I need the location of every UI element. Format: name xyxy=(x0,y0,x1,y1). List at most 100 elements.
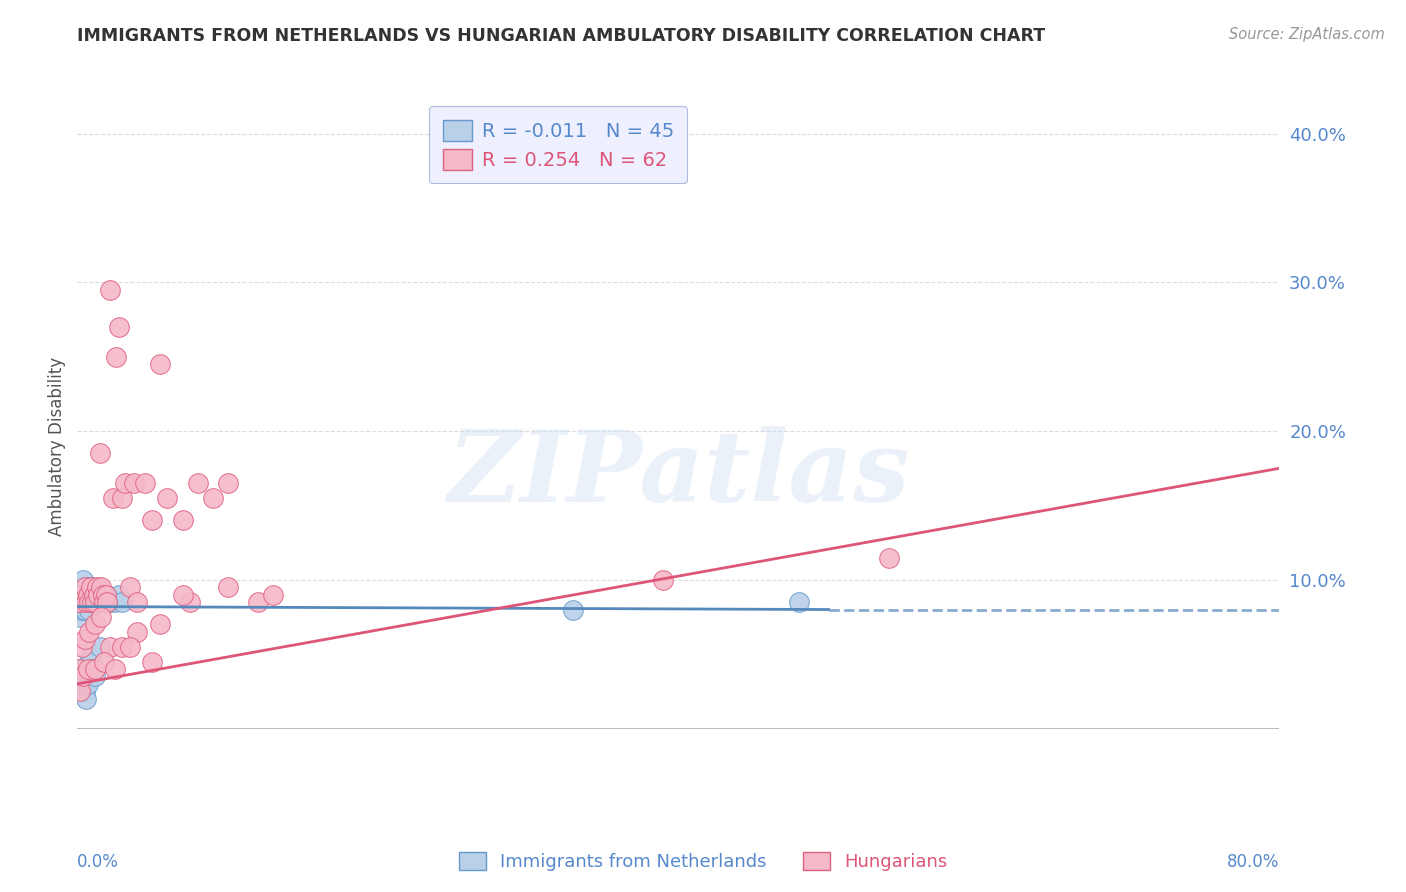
Point xyxy=(111,491,134,505)
Point xyxy=(108,320,131,334)
Point xyxy=(156,491,179,505)
Point xyxy=(73,684,96,698)
Point xyxy=(70,640,93,654)
Point xyxy=(82,662,104,676)
Point xyxy=(100,595,122,609)
Point xyxy=(93,655,115,669)
Point xyxy=(86,580,108,594)
Point xyxy=(70,602,93,616)
Point xyxy=(124,476,146,491)
Point xyxy=(72,595,94,609)
Point xyxy=(104,595,127,609)
Point xyxy=(84,595,107,609)
Point xyxy=(118,640,141,654)
Point xyxy=(96,595,118,609)
Point xyxy=(90,580,112,594)
Point xyxy=(79,595,101,609)
Point xyxy=(100,283,122,297)
Point xyxy=(72,588,94,602)
Point xyxy=(75,691,97,706)
Point xyxy=(79,602,101,616)
Point xyxy=(217,580,239,594)
Point xyxy=(84,662,107,676)
Point xyxy=(877,550,900,565)
Point xyxy=(93,595,115,609)
Legend: Immigrants from Netherlands, Hungarians: Immigrants from Netherlands, Hungarians xyxy=(451,845,955,879)
Point xyxy=(172,513,194,527)
Point xyxy=(111,595,134,609)
Point xyxy=(87,588,110,602)
Point xyxy=(83,595,105,609)
Point xyxy=(70,580,93,594)
Point xyxy=(79,624,101,639)
Point xyxy=(108,588,131,602)
Point xyxy=(69,610,91,624)
Point xyxy=(72,669,94,683)
Point xyxy=(262,588,284,602)
Y-axis label: Ambulatory Disability: Ambulatory Disability xyxy=(48,357,66,535)
Point xyxy=(70,677,93,691)
Point xyxy=(73,602,96,616)
Point xyxy=(94,588,117,602)
Point xyxy=(89,595,111,609)
Point xyxy=(67,662,90,676)
Point xyxy=(83,588,105,602)
Point xyxy=(118,580,141,594)
Text: 80.0%: 80.0% xyxy=(1227,853,1279,871)
Point xyxy=(149,357,172,371)
Text: IMMIGRANTS FROM NETHERLANDS VS HUNGARIAN AMBULATORY DISABILITY CORRELATION CHART: IMMIGRANTS FROM NETHERLANDS VS HUNGARIAN… xyxy=(77,27,1046,45)
Point xyxy=(172,588,194,602)
Point xyxy=(187,476,209,491)
Point xyxy=(67,662,90,676)
Point xyxy=(100,640,122,654)
Point xyxy=(96,588,118,602)
Point xyxy=(84,669,107,683)
Point xyxy=(179,595,201,609)
Point xyxy=(127,595,149,609)
Point xyxy=(84,617,107,632)
Point xyxy=(79,655,101,669)
Point xyxy=(67,595,90,609)
Point xyxy=(91,588,114,602)
Point xyxy=(75,580,97,594)
Point xyxy=(86,595,108,609)
Point xyxy=(90,610,112,624)
Point xyxy=(201,491,224,505)
Point xyxy=(76,588,98,602)
Point xyxy=(149,617,172,632)
Point xyxy=(73,580,96,594)
Text: Source: ZipAtlas.com: Source: ZipAtlas.com xyxy=(1229,27,1385,42)
Point xyxy=(127,624,149,639)
Point xyxy=(80,595,103,609)
Point xyxy=(73,632,96,647)
Point xyxy=(141,513,163,527)
Point xyxy=(84,588,107,602)
Point xyxy=(787,595,810,609)
Point xyxy=(103,491,125,505)
Point xyxy=(75,595,97,609)
Point xyxy=(246,595,269,609)
Point xyxy=(87,588,110,602)
Point xyxy=(217,476,239,491)
Point xyxy=(105,350,128,364)
Point xyxy=(93,595,115,609)
Point xyxy=(69,588,91,602)
Point xyxy=(76,662,98,676)
Point xyxy=(76,588,98,602)
Point xyxy=(82,580,104,594)
Point xyxy=(76,677,98,691)
Point xyxy=(141,655,163,669)
Point xyxy=(96,595,118,609)
Point xyxy=(104,662,127,676)
Legend: R = -0.011   N = 45, R = 0.254   N = 62: R = -0.011 N = 45, R = 0.254 N = 62 xyxy=(429,106,688,184)
Point xyxy=(80,580,103,594)
Text: ZIPatlas: ZIPatlas xyxy=(447,426,910,523)
Point xyxy=(82,588,104,602)
Point xyxy=(134,476,156,491)
Point xyxy=(79,580,101,594)
Point xyxy=(89,446,111,460)
Point xyxy=(89,640,111,654)
Point xyxy=(80,647,103,661)
Point xyxy=(73,588,96,602)
Point xyxy=(90,588,112,602)
